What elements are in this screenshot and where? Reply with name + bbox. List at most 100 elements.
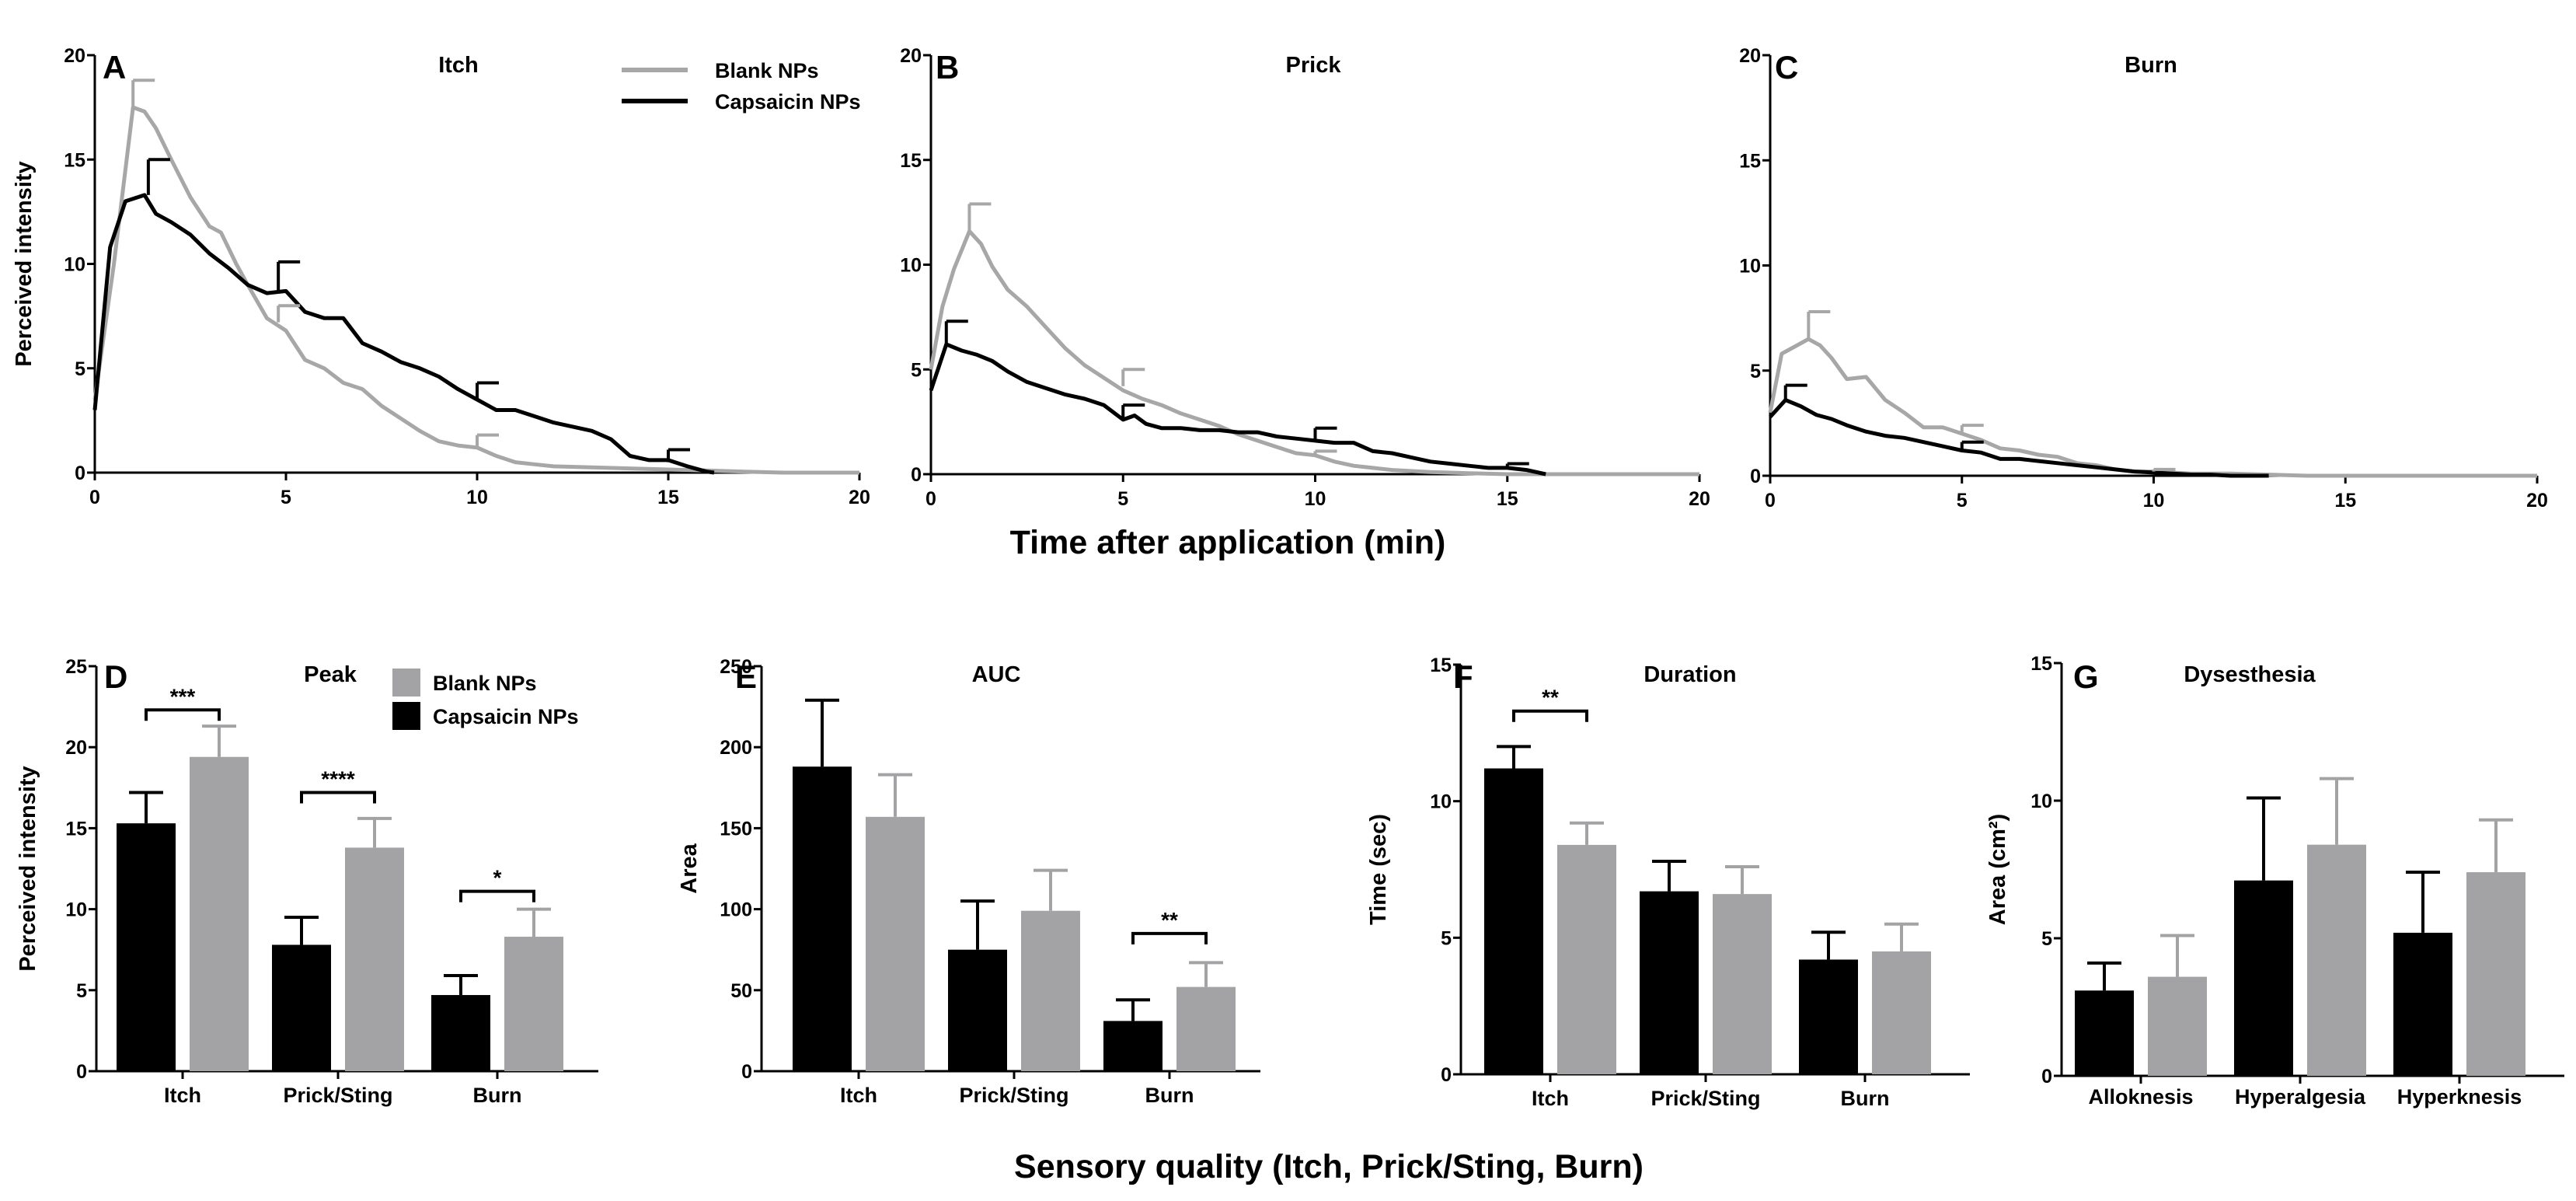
bar-capsaicin-nps [1103,1021,1163,1071]
panel-title: Peak [304,662,357,687]
y-tick-label: 20 [900,45,922,67]
legend-swatch [392,669,420,697]
y-axis-label: Perceived intensity [12,161,37,366]
bar-capsaicin-nps [793,766,852,1071]
y-tick-label: 15 [900,150,922,172]
panel-title: AUC [972,662,1021,687]
series-line-blank-nps [929,229,1699,477]
category-label: Burn [1145,1084,1194,1107]
series-line-capsaicin-nps [929,342,1546,477]
y-tick-label: 5 [911,359,922,381]
y-tick-label: 0 [911,464,922,486]
legend-label: Blank NPs [715,59,819,82]
y-tick-label: 50 [730,980,752,1002]
legend-swatch [392,702,420,730]
bar-capsaicin-nps [1640,891,1699,1074]
series-line-capsaicin-nps [92,193,715,475]
panel-letter: C [1775,49,1798,86]
y-tick-label: 15 [64,149,85,171]
bar-capsaicin-nps [2393,932,2452,1076]
panel-a: A Itch 0 5 10 15 20 Perceived intensity 0 5 10 15 20… [12,45,870,508]
bar-capsaicin-nps [1799,959,1858,1074]
significance-bracket [1131,931,1208,944]
y-tick-label: 250 [720,656,752,678]
bar-capsaicin-nps [1484,768,1543,1074]
y-tick-label: 15 [1739,150,1761,172]
significance-bracket [300,791,376,804]
y-tick-label: 10 [64,254,85,276]
bar-blank-nps [504,937,563,1071]
significance-bracket [1512,709,1588,722]
y-tick-label: 5 [76,980,87,1002]
bar-capsaicin-nps [117,823,176,1071]
bar-capsaicin-nps [431,995,490,1071]
panel-c: C Burn 0 5 10 15 20 0 5 10 15 20 [1739,45,2548,511]
panel-letter: D [104,658,127,695]
bar-blank-nps [1713,894,1772,1074]
y-tick-label: 5 [2041,928,2052,950]
x-tick-label: 0 [925,488,936,510]
y-tick-label: 25 [65,656,87,678]
series-line-capsaicin-nps [1769,398,2269,478]
y-tick-label: 20 [1739,45,1761,67]
bar-blank-nps [2466,872,2525,1076]
x-tick-label: 15 [2334,490,2356,511]
x-tick-label: 10 [466,487,488,508]
significance-bracket [459,889,535,902]
y-tick-label: 15 [1430,655,1452,676]
category-label: Itch [164,1084,201,1107]
y-tick-label: 10 [900,255,922,277]
bar-capsaicin-nps [272,944,331,1071]
category-label: Alloknesis [2088,1085,2193,1108]
y-tick-label: 20 [64,45,85,67]
significance-label: * [493,866,502,890]
x-tick-label: 20 [1689,488,1710,510]
bar-capsaicin-nps [2075,990,2134,1076]
panel-letter: G [2073,658,2099,695]
y-axis-label: Time (sec) [1366,814,1391,925]
significance-label: *** [170,684,196,708]
x-tick-label: 15 [657,487,679,508]
bar-blank-nps [190,756,249,1071]
y-axis-label: Area (cm²) [1985,814,2010,925]
x-tick-label: 15 [1497,488,1518,510]
y-axis-label: Perceived intensity [16,766,40,971]
y-tick-label: 15 [65,818,87,840]
top-x-axis-label: Time after application (min) [1010,524,1446,561]
bar-blank-nps [1557,844,1616,1074]
legend-label: Blank NPs [433,672,537,695]
legend-label: Capsaicin NPs [433,705,579,728]
x-tick-label: 10 [2143,490,2165,511]
y-tick-label: 150 [720,818,752,840]
y-tick-label: 0 [1750,466,1761,487]
x-tick-label: 5 [281,487,291,508]
category-label: Prick/Sting [283,1084,392,1107]
category-label: Itch [1532,1087,1569,1110]
significance-label: **** [321,767,355,791]
y-tick-label: 5 [1441,927,1452,949]
bar-blank-nps [866,816,925,1071]
x-tick-label: 0 [89,487,100,508]
panel-b: B Prick 0 5 10 15 20 0 5 10 15 20 [900,45,1710,510]
bar-blank-nps [1021,910,1080,1071]
y-tick-label: 0 [2041,1066,2052,1088]
y-axis-label: Area [677,843,702,893]
category-label: Prick/Sting [959,1084,1068,1107]
legend-label: Capsaicin NPs [715,90,861,113]
category-label: Burn [1841,1087,1890,1110]
category-label: Itch [840,1084,877,1107]
y-tick-label: 10 [1739,256,1761,278]
significance-label: ** [1161,908,1178,932]
y-tick-label: 5 [75,358,85,380]
y-tick-label: 15 [2030,653,2052,675]
y-tick-label: 0 [75,463,85,484]
category-label: Hyperknesis [2397,1085,2522,1108]
panel-title: Prick [1286,53,1342,78]
category-label: Prick/Sting [1651,1087,1760,1110]
bar-blank-nps [2148,976,2207,1076]
bar-blank-nps [1872,951,1931,1074]
panel-g: G Dysesthesia 0 5 10 15 Area (cm²) Alloknesis Hy… [1985,653,2564,1108]
panel-d: D Peak 0 5 10 15 20 25 Perceived intensity Itch Pr… [16,656,598,1107]
